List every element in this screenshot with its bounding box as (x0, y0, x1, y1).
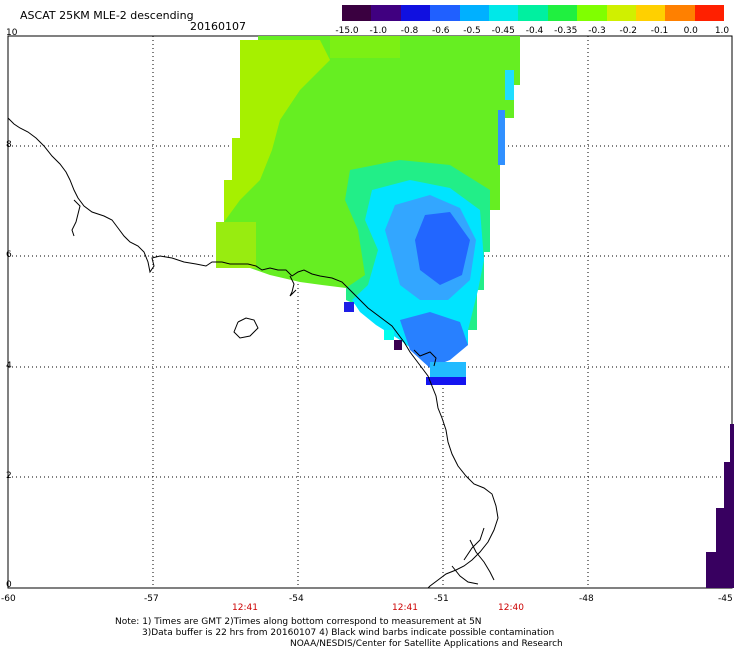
color-swatch (371, 5, 401, 21)
coastline (7, 117, 499, 589)
note-line-1: Note: 1) Times are GMT 2)Times along bot… (115, 617, 482, 627)
color-swatch (400, 5, 431, 21)
color-scale-label: -0.5 (463, 26, 481, 36)
y-tick-10: 10 (6, 28, 18, 38)
swath-yellowgreen-2 (216, 222, 256, 268)
color-scale-label: 1.0 (714, 26, 730, 36)
x-tick-48: -48 (579, 594, 594, 604)
swath-edge-blue (498, 110, 505, 165)
y-tick-8: 8 (6, 140, 12, 150)
swath-pixel-navy (344, 302, 354, 312)
swath-tip-navy (426, 377, 466, 385)
swath-yellowgreen (224, 40, 330, 222)
color-scale-label: 0.0 (683, 26, 698, 36)
color-swatch (518, 5, 548, 21)
product-title: ASCAT 25KM MLE-2 descending (20, 9, 194, 22)
color-swatch (694, 5, 725, 21)
x-tick-54: -54 (289, 594, 304, 604)
color-scale-label: -0.4 (525, 26, 544, 36)
x-tick-45: -45 (718, 594, 733, 604)
note-line-2: 3)Data buffer is 22 hrs from 20160107 4)… (142, 628, 555, 638)
color-scale-label: -0.35 (554, 26, 578, 36)
x-tick-57: -57 (144, 594, 159, 604)
color-swatch (577, 5, 607, 21)
color-scale-label: -0.45 (491, 26, 515, 36)
swath-edge-blue-2 (505, 70, 514, 100)
color-scale-label: -1.0 (369, 26, 388, 36)
color-swatch (459, 5, 489, 21)
color-scale-label: -0.2 (619, 26, 638, 36)
swath-pixel-purple (394, 340, 402, 350)
swath-blue-south (400, 312, 468, 368)
y-tick-2: 2 (6, 471, 12, 481)
swath-darkblue (415, 212, 470, 285)
color-scale-label: -15.0 (335, 26, 359, 36)
color-scale-label: -0.1 (650, 26, 669, 36)
color-scale-label: -0.3 (588, 26, 606, 36)
color-scale-label: -0.8 (400, 26, 419, 36)
time-label-1: 12:41 (232, 603, 258, 613)
color-swatch (665, 5, 695, 21)
x-tick-51: -51 (434, 594, 449, 604)
wind-swath (216, 36, 520, 385)
y-tick-0: 0 (6, 580, 12, 590)
color-swatch (430, 5, 460, 21)
y-tick-6: 6 (6, 250, 12, 260)
swath-yellowgreen-3 (330, 36, 400, 58)
color-swatch (488, 5, 519, 21)
color-scale-labels: -15.0 -1.0 -0.8 -0.6 -0.5 -0.45 -0.4 -0.35 -0.3 -… (330, 26, 740, 38)
swath-tip-cyan (430, 362, 466, 377)
time-label-3: 12:40 (498, 603, 524, 613)
x-tick-60: -60 (1, 594, 16, 604)
color-scale-bar (342, 5, 725, 21)
color-swatch (606, 5, 636, 21)
time-label-2: 12:41 (392, 603, 418, 613)
color-scale-label: -0.6 (431, 26, 450, 36)
swath-pixel-cyan (384, 330, 394, 340)
color-swatch (635, 5, 666, 21)
color-swatch (342, 5, 372, 21)
y-tick-4: 4 (6, 361, 12, 371)
note-line-3: NOAA/NESDIS/Center for Satellite Applica… (290, 639, 563, 649)
edge-artifact (706, 424, 734, 588)
color-swatch (547, 5, 578, 21)
product-date: 20160107 (190, 20, 246, 33)
